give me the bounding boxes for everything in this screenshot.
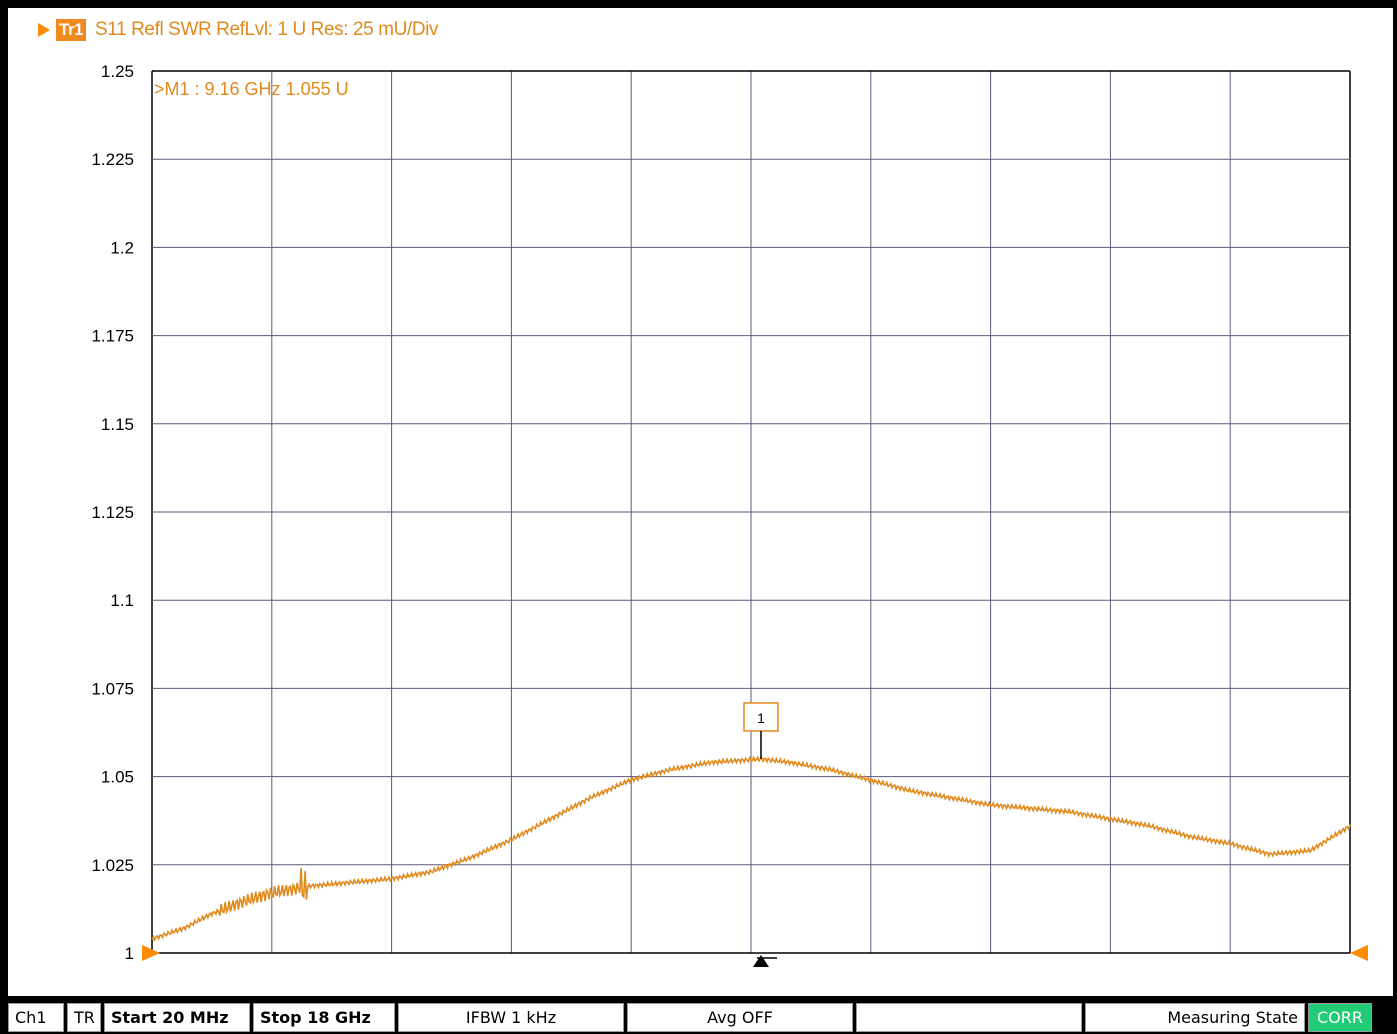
trace-mode-indicator[interactable]: TR (67, 1003, 101, 1032)
trace-line (151, 755, 1351, 943)
y-tick-label: 1.225 (91, 150, 134, 169)
y-tick-label: 1 (125, 944, 134, 963)
status-bar: Ch1 TR Start 20 MHz Stop 18 GHz IFBW 1 k… (8, 1000, 1393, 1034)
marker-1-number: 1 (757, 710, 765, 726)
grid (151, 70, 1351, 954)
y-tick-label: 1.05 (101, 768, 134, 787)
trace-header[interactable]: Tr1 S11 Refl SWR RefLvl: 1 U Res: 25 mU/… (38, 18, 438, 42)
marker-1-box[interactable] (743, 702, 779, 732)
y-tick-label: 1.125 (91, 503, 134, 522)
active-trace-arrow-icon (38, 23, 50, 37)
averaging-setting[interactable]: Avg OFF (627, 1003, 853, 1032)
ifbw-setting[interactable]: IFBW 1 kHz (398, 1003, 624, 1032)
measuring-state: Measuring State (1085, 1003, 1305, 1032)
stimulus-triangle (752, 955, 769, 967)
start-frequency[interactable]: Start 20 MHz (104, 1003, 250, 1032)
y-tick-labels: 1 1.025 1.05 1.075 1.1 1.125 1.15 1.175 1.2 1.225… (91, 62, 134, 963)
reference-level-left-arrow-icon (142, 945, 160, 961)
y-tick-label: 1.25 (101, 62, 134, 81)
channel-indicator[interactable]: Ch1 (8, 1003, 64, 1032)
correction-badge[interactable]: CORR (1308, 1003, 1372, 1032)
y-tick-label: 1.075 (91, 679, 134, 698)
status-empty-field (856, 1003, 1082, 1032)
y-tick-label: 1.175 (91, 327, 134, 346)
marker-readout: >M1 : 9.16 GHz 1.055 U (154, 79, 349, 99)
marker-1[interactable]: 1 (743, 702, 779, 759)
stimulus-marker-icon (752, 955, 777, 967)
y-tick-label: 1.1 (110, 591, 134, 610)
y-tick-label: 1.15 (101, 415, 134, 434)
analyzer-screen: Tr1 S11 Refl SWR RefLvl: 1 U Res: 25 mU/… (8, 8, 1393, 996)
y-tick-label: 1.2 (110, 238, 134, 257)
trace-description[interactable]: S11 Refl SWR RefLvl: 1 U Res: 25 mU/Div (95, 19, 439, 40)
trace-badge[interactable]: Tr1 (56, 19, 87, 41)
stop-frequency[interactable]: Stop 18 GHz (253, 1003, 395, 1032)
chart[interactable]: 1 1.025 1.05 1.075 1.1 1.125 1.15 1.175 1.2 1.225… (8, 8, 1393, 996)
y-tick-label: 1.025 (91, 856, 134, 875)
reference-level-right-arrow-icon (1350, 945, 1368, 961)
